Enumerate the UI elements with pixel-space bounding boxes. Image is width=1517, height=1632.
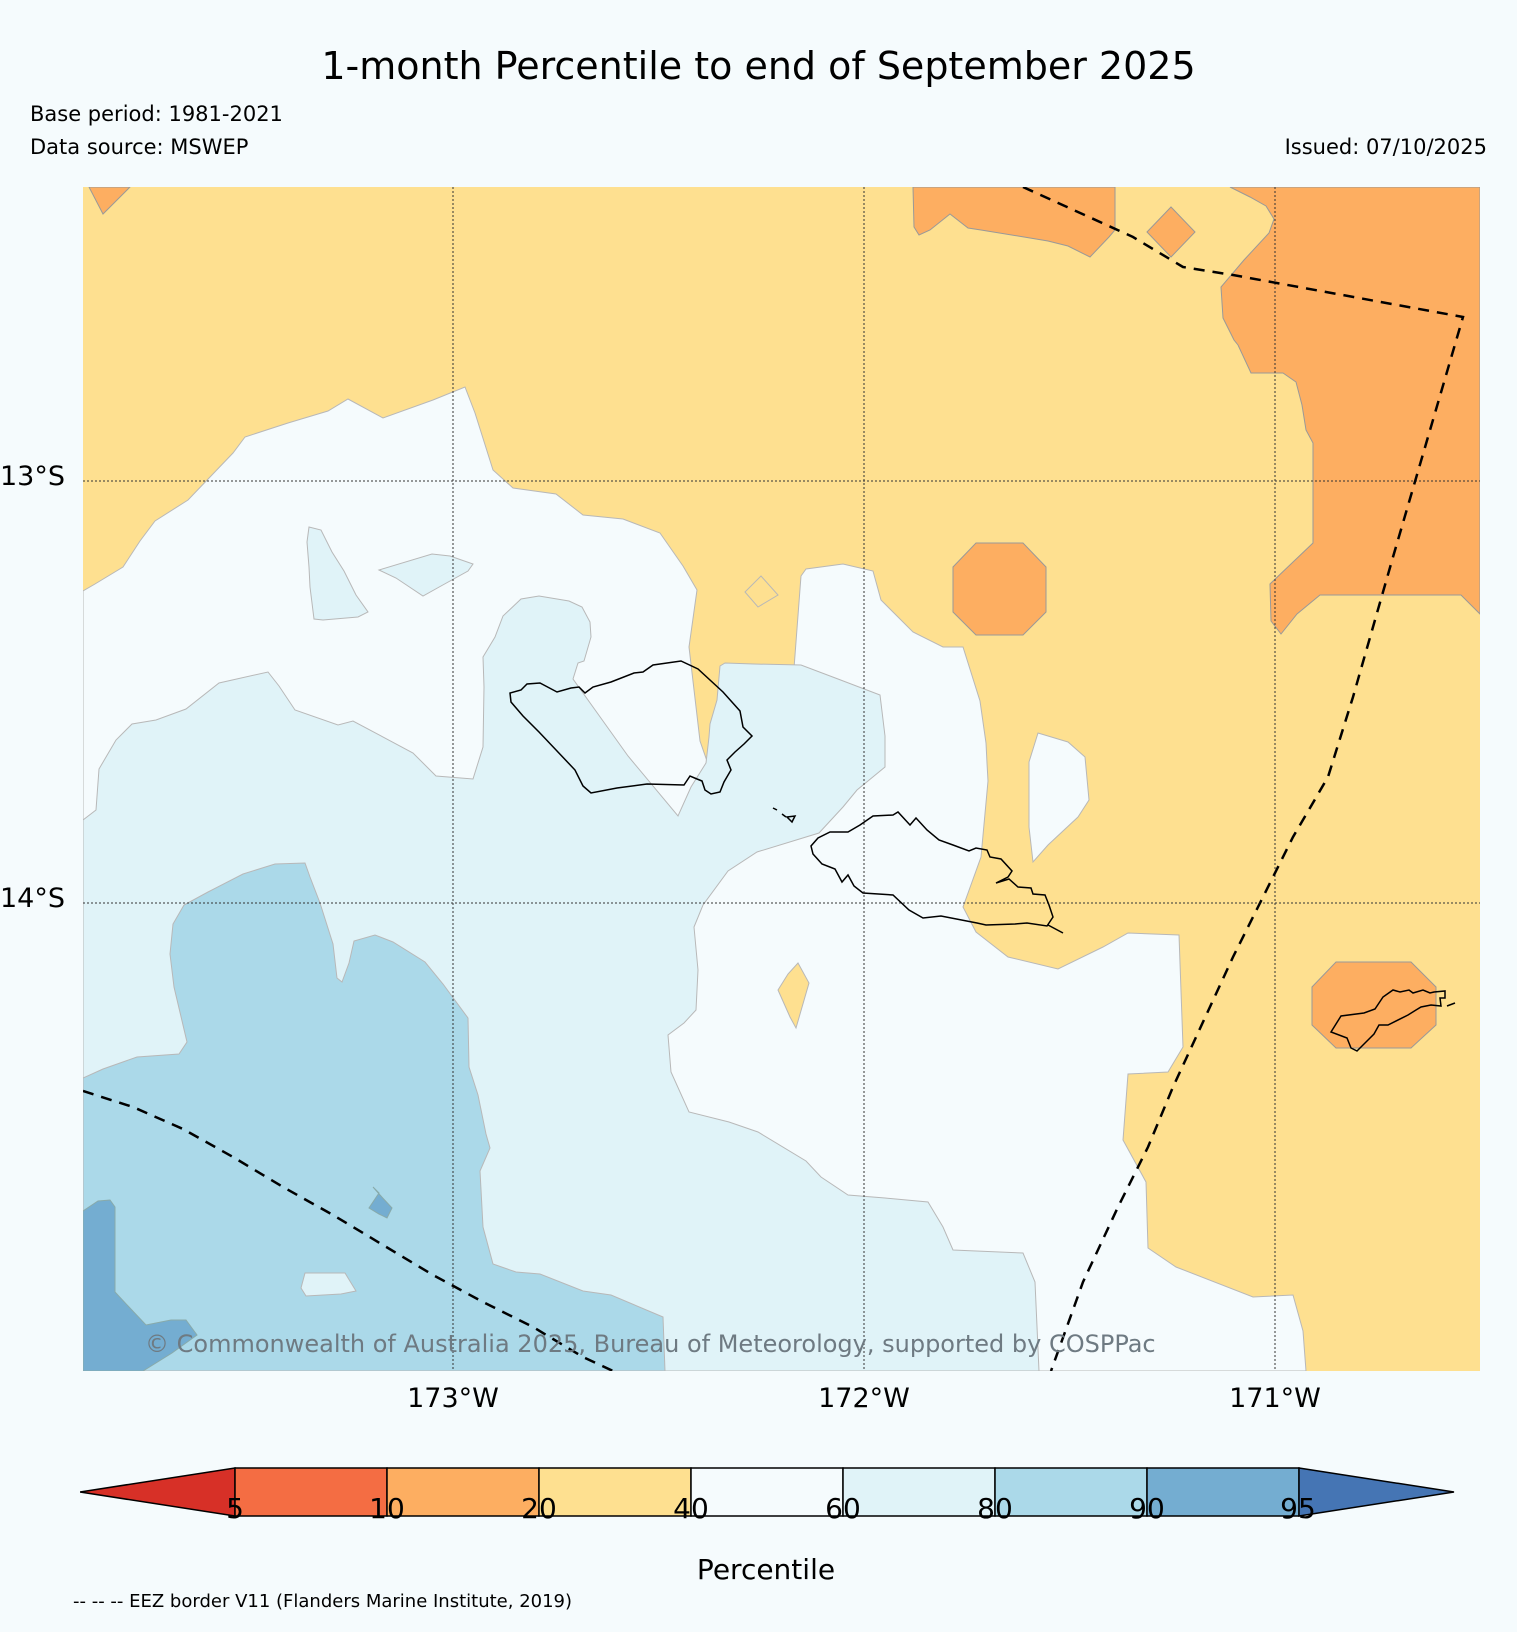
eez-legend-note: -- -- -- EEZ border V11 (Flanders Marine… [73,1591,573,1612]
colorbar-segment [538,1467,692,1517]
coastline [509,660,1456,1052]
island-tip [1047,924,1064,934]
region-10-20-octagon [952,542,1047,636]
island-upolu [810,811,1054,927]
eez-border [83,187,1465,1371]
region-10-20-top-left [88,187,131,215]
colorbar-title: Percentile [696,1553,836,1586]
issued-date-label: Issued: 07/10/2025 [1284,135,1487,159]
colorbar-tick-label: 10 [369,1492,405,1525]
colorbar-tick-label: 90 [1129,1492,1165,1525]
region-10-20-diamond [1146,206,1196,258]
colorbar-segment [1146,1467,1300,1517]
region-60-80-patch [377,553,474,597]
lon-label-173w: 173°W [407,1383,499,1414]
percentile-map [83,187,1480,1371]
data-source-label: Data source: MSWEP [30,135,249,159]
island-dash-1 [772,807,778,811]
colorbar-extend-high [1298,1467,1455,1517]
colorbar-tick-label: 60 [825,1492,861,1525]
colorbar-tick-label: 20 [521,1492,557,1525]
region-10-20-octagon-se [1311,961,1437,1049]
colorbar-segment [234,1467,388,1517]
lon-label-172w: 172°W [818,1383,910,1414]
eez-border-south [83,1089,614,1371]
colorbar [80,1467,1455,1517]
colorbar-segment [690,1467,844,1517]
graticule [83,187,1480,1371]
colorbar-tick-label: 95 [1280,1492,1316,1525]
island-savaii [509,660,754,795]
island-manono [785,815,797,824]
colorbar-segment [842,1467,996,1517]
lon-label-171w: 171°W [1229,1383,1321,1414]
colorbar-segment [994,1467,1148,1517]
colorbar-tick-label: 5 [226,1492,244,1525]
region-90-95 [83,1199,198,1371]
region-80-90 [83,862,666,1371]
region-20-40-patch [744,575,779,608]
region-10-20-east [1220,187,1480,635]
island-dash-2 [781,813,787,818]
island-tutuila [1329,989,1446,1052]
region-60-80-patch [300,1272,357,1297]
colorbar-tick-label: 40 [673,1492,709,1525]
region-20-40-patch [777,962,810,1030]
map-title: 1-month Percentile to end of September 2… [321,44,1196,88]
colorbar-segment [386,1467,540,1517]
copyright-watermark: © Commonwealth of Australia 2025, Bureau… [145,1330,1156,1358]
lat-label-14s: 14°S [0,883,65,914]
region-40-60-patch [1028,732,1090,864]
colorbar-tick-label: 80 [977,1492,1013,1525]
region-90-95-patch [368,1186,393,1219]
colorbar-extend-low [80,1467,236,1517]
lat-label-13s: 13°S [0,461,65,492]
region-60-80-patch [306,526,369,621]
eez-border-north [1022,187,1465,1371]
island-aunuu [1446,1002,1456,1007]
base-period-label: Base period: 1981-2021 [30,102,283,126]
